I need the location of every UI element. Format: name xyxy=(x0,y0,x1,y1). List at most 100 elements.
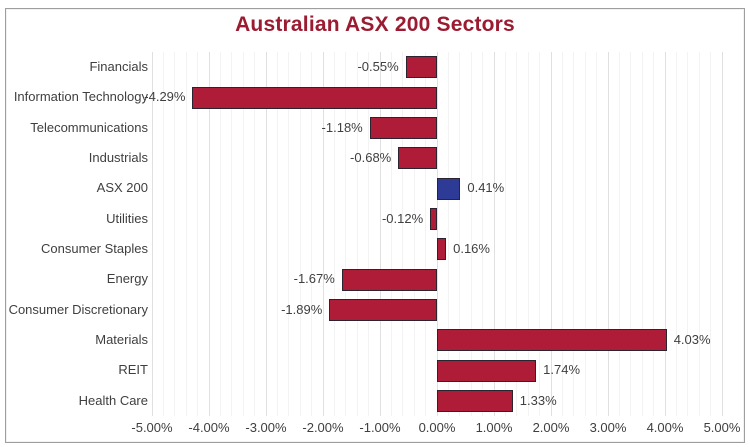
category-label-reit: REIT xyxy=(118,362,148,378)
category-label-utilities: Utilities xyxy=(106,210,148,226)
value-label: -4.29% xyxy=(144,89,186,105)
chart-title: Australian ASX 200 Sectors xyxy=(235,13,515,36)
gridline-minor xyxy=(561,52,563,416)
gridline-minor xyxy=(459,52,461,416)
gridline-minor xyxy=(618,52,620,416)
value-label: -1.89% xyxy=(281,301,323,317)
gridline-minor xyxy=(390,52,392,416)
gridline-minor xyxy=(630,52,632,416)
category-label-asx-200: ASX 200 xyxy=(96,180,148,196)
gridline-minor xyxy=(447,52,449,416)
bar-consumer-discretionary xyxy=(329,298,437,321)
category-label-consumer-discretionary: Consumer Discretionary xyxy=(8,301,148,317)
gridline-minor xyxy=(710,52,712,416)
gridline-major xyxy=(208,52,210,416)
category-label-consumer-staples: Consumer Staples xyxy=(41,241,148,256)
gridline-major xyxy=(721,52,723,416)
bar-consumer-staples xyxy=(437,238,447,261)
gridline-minor xyxy=(482,52,484,416)
value-label: -0.55% xyxy=(357,59,399,74)
gridline-minor xyxy=(311,52,313,416)
gridline-minor xyxy=(174,52,176,416)
gridline-minor xyxy=(470,52,472,416)
x-tick-label: 4.00% xyxy=(646,420,684,435)
x-tick-label: 5.00% xyxy=(703,420,741,435)
value-label: -0.68% xyxy=(350,150,392,165)
gridline-minor xyxy=(402,52,404,416)
gridline-minor xyxy=(413,52,415,416)
value-label: 1.74% xyxy=(543,362,581,378)
gridline-minor xyxy=(242,52,244,416)
gridline-minor xyxy=(219,52,221,416)
bar-utilities xyxy=(430,207,437,230)
category-axis: Financials Information Technology Telecomm… xyxy=(8,52,148,416)
gridline-major xyxy=(322,52,324,416)
gridline-major xyxy=(493,52,495,416)
category-label-industrials: Industrials xyxy=(88,150,148,165)
gridline-minor xyxy=(197,52,199,416)
value-label: -0.12% xyxy=(381,210,424,226)
gridline-minor xyxy=(641,52,643,416)
gridline-minor xyxy=(276,52,278,416)
x-tick-label: -2.00% xyxy=(302,420,344,435)
gridline-minor xyxy=(231,52,233,416)
bar-telecommunications xyxy=(369,116,437,139)
gridline-minor xyxy=(687,52,689,416)
value-label: 4.03% xyxy=(673,332,711,347)
gridline-minor xyxy=(504,52,506,416)
x-tick-label: 2.00% xyxy=(532,420,570,435)
x-tick-label: -5.00% xyxy=(131,420,173,435)
value-label: -1.67% xyxy=(293,271,335,287)
gridline-major xyxy=(550,52,552,416)
gridline-major xyxy=(151,52,153,416)
gridline-minor xyxy=(573,52,575,416)
gridline-minor xyxy=(653,52,655,416)
gridline-major xyxy=(664,52,666,416)
gridline-major xyxy=(436,52,438,416)
x-tick-label: -1.00% xyxy=(359,420,401,435)
gridline-minor xyxy=(596,52,598,416)
bar-industrials xyxy=(398,147,437,170)
gridline-minor xyxy=(345,52,347,416)
gridline-minor xyxy=(368,52,370,416)
gridline-major xyxy=(265,52,267,416)
gridline-minor xyxy=(675,52,677,416)
x-axis: -5.00% -4.00% -3.00% -2.00% -1.00% 0.00% 1.00%… xyxy=(131,420,740,438)
gridline-minor xyxy=(698,52,700,416)
bar-health-care xyxy=(437,389,513,412)
gridline-major xyxy=(607,52,609,416)
x-tick-label: 3.00% xyxy=(589,420,627,435)
gridline-minor xyxy=(333,52,335,416)
x-tick-label: 0.00% xyxy=(418,420,456,435)
category-label-health-care: Health Care xyxy=(78,392,148,408)
bar-information-technology xyxy=(192,86,437,109)
gridline-minor xyxy=(288,52,290,416)
bar-asx-200 xyxy=(437,177,461,200)
gridline-minor xyxy=(425,52,427,416)
gridline-minor xyxy=(539,52,541,416)
x-tick-label: 1.00% xyxy=(475,420,513,435)
bar-financials xyxy=(405,56,437,79)
gridline-minor xyxy=(254,52,256,416)
gridline-minor xyxy=(356,52,358,416)
category-label-financials: Financials xyxy=(89,59,148,74)
value-label: 1.33% xyxy=(519,392,557,408)
value-label: 0.41% xyxy=(467,180,505,196)
category-label-information-technology: Information Technology xyxy=(13,89,148,105)
gridline-minor xyxy=(299,52,301,416)
plot-area: -0.55% -4.29% -1.18% -0.68% 0.41% -0.12% 0.16%… xyxy=(144,52,723,416)
bar-materials xyxy=(437,329,667,352)
category-label-materials: Materials xyxy=(95,332,148,347)
x-tick-label: -3.00% xyxy=(245,420,287,435)
gridline-minor xyxy=(584,52,586,416)
value-label: -1.18% xyxy=(321,119,363,135)
gridline-minor xyxy=(185,52,187,416)
category-label-telecommunications: Telecommunications xyxy=(30,119,148,135)
bar-reit xyxy=(437,359,537,382)
x-tick-label: -4.00% xyxy=(188,420,230,435)
gridline-minor xyxy=(162,52,164,416)
gridline-minor xyxy=(527,52,529,416)
value-label: 0.16% xyxy=(453,241,490,256)
bar-energy xyxy=(341,268,437,291)
